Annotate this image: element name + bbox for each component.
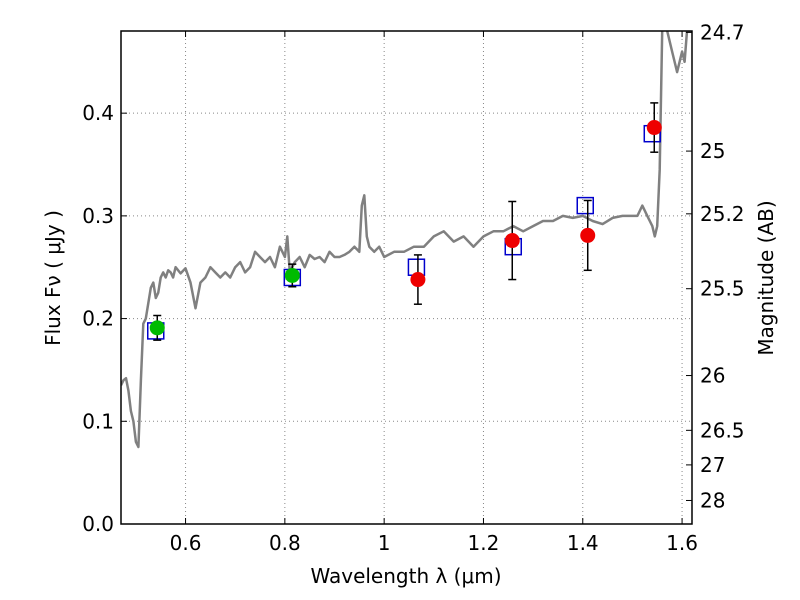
x-tick-label: 1 [378, 531, 391, 555]
y2-tick-label: 28 [700, 488, 725, 512]
y2-tick-label: 26 [700, 364, 725, 388]
x-tick-label: 0.8 [269, 531, 301, 555]
y2-tick-label: 25.5 [700, 277, 745, 301]
y-axis-ticks: 0.0 0.1 0.2 0.3 0.4 [82, 101, 127, 536]
y2-axis-label: Magnitude (AB) [754, 200, 778, 355]
template-spectrum [121, 31, 692, 449]
y2-tick-label: 25.2 [700, 202, 745, 226]
y-tick-label: 0.2 [82, 307, 114, 331]
plot-frame [120, 30, 693, 525]
y-tick-label: 0.4 [82, 101, 114, 125]
y-tick-label: 0.1 [82, 409, 114, 433]
observed-point-red [504, 233, 520, 249]
plot-area [121, 31, 692, 449]
y2-axis-ticks: 24.7 25 25.2 25.5 26 26.5 27 28 [686, 20, 745, 512]
observed-point-red [580, 227, 596, 243]
y2-tick-label: 25 [700, 139, 725, 163]
x-tick-label: 1.2 [468, 531, 500, 555]
x-tick-label: 1.4 [567, 531, 599, 555]
observed-point-green [149, 320, 165, 336]
model-box-marker [576, 196, 594, 215]
y-axis-label: Flux Fν ( μJy ) [41, 210, 65, 346]
y2-tick-label: 24.7 [700, 20, 745, 44]
x-axis-ticks: 0.6 0.8 1 1.2 1.4 1.6 [170, 31, 698, 555]
x-tick-label: 0.6 [170, 531, 202, 555]
observed-point-green [284, 267, 300, 283]
observed-point-red [410, 272, 426, 288]
y-tick-label: 0.3 [82, 204, 114, 228]
y-tick-label: 0.0 [82, 512, 114, 536]
photometry-markers [147, 102, 662, 341]
x-axis-label: Wavelength λ (μm) [310, 564, 501, 588]
x-tick-label: 1.6 [666, 531, 698, 555]
template-spectrum-line [121, 31, 692, 449]
y2-tick-label: 26.5 [700, 418, 745, 442]
y2-tick-label: 27 [700, 453, 725, 477]
observed-point-red [646, 120, 662, 136]
